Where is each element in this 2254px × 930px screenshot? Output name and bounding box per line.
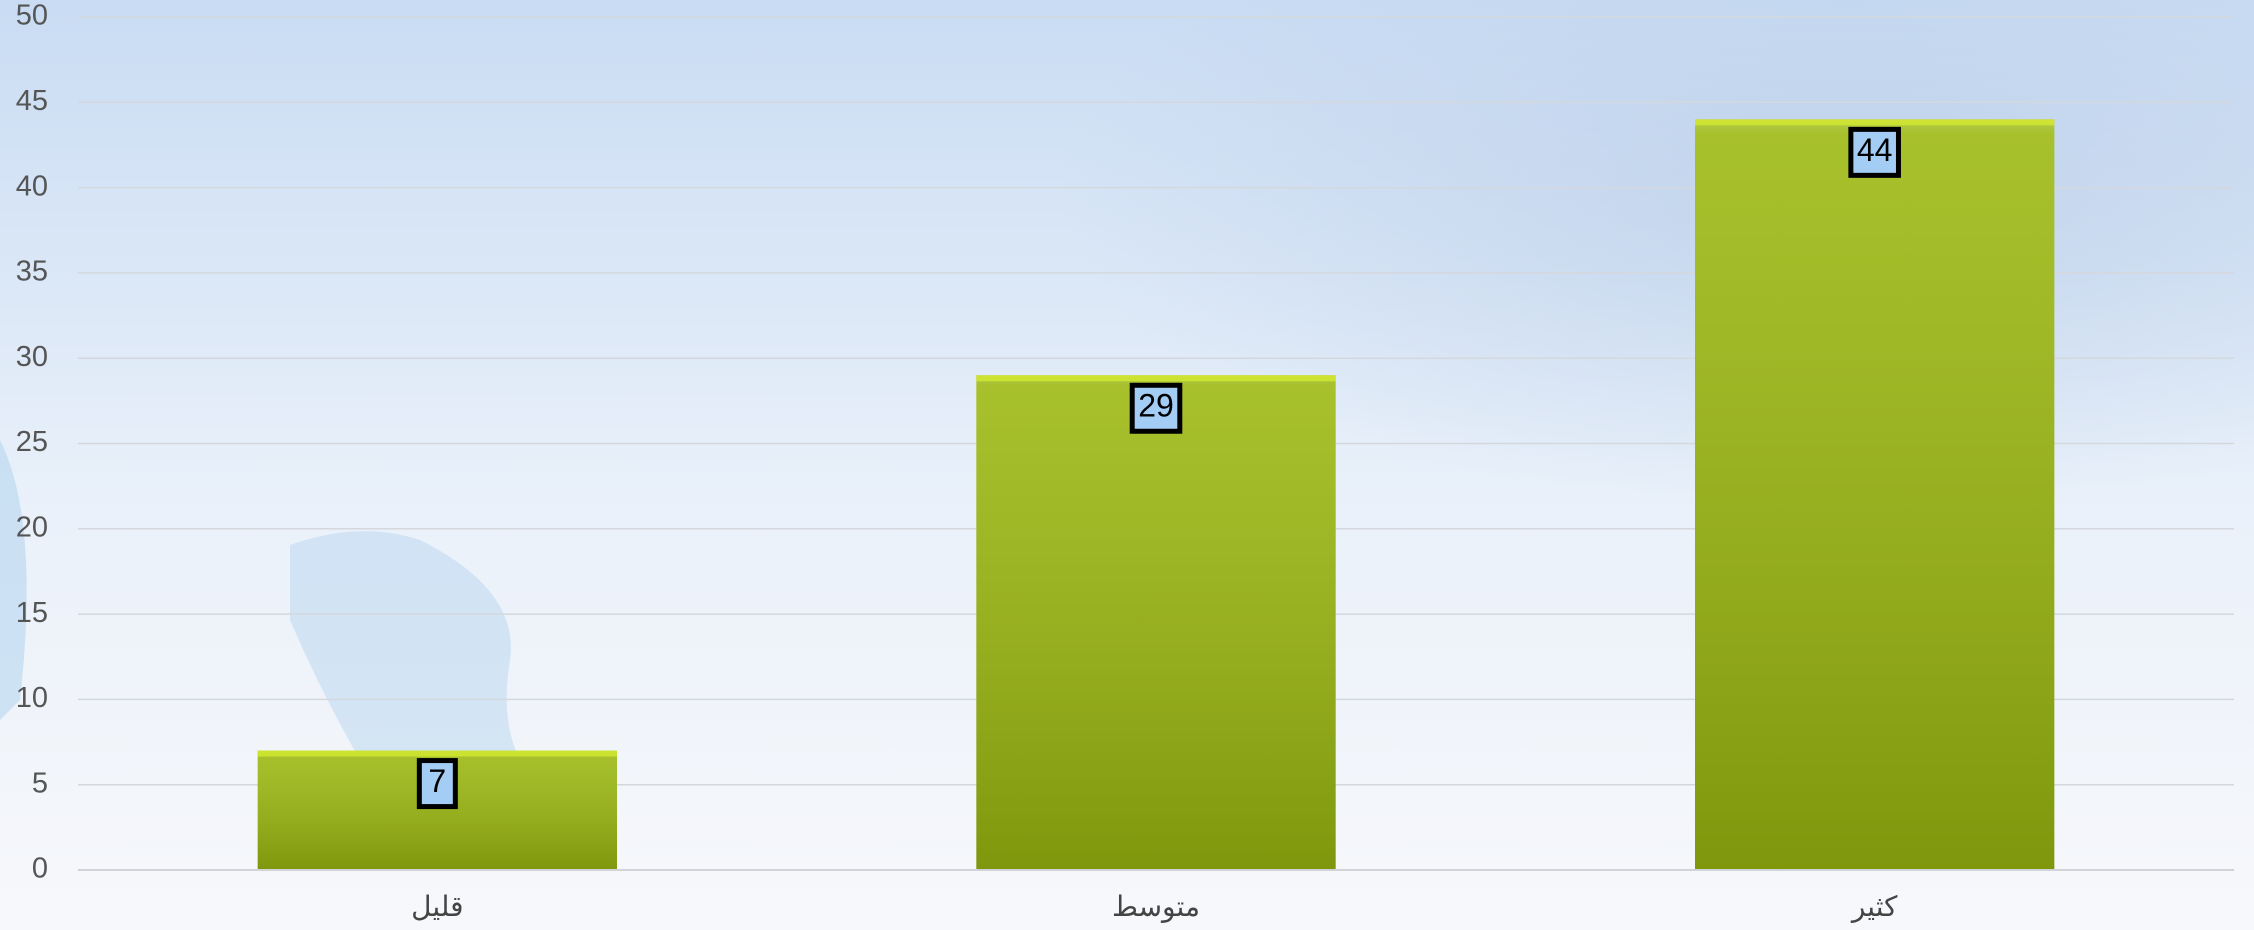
- value-label: 29: [1132, 385, 1180, 431]
- data-label: 29: [1138, 388, 1174, 424]
- y-tick-label: 45: [16, 85, 48, 117]
- y-tick-label: 35: [16, 256, 48, 288]
- value-label: 7: [419, 761, 455, 807]
- y-tick-label: 25: [16, 426, 48, 458]
- data-label: 7: [428, 763, 446, 799]
- x-tick-label: متوسط: [1112, 890, 1200, 923]
- bar-shading: [976, 375, 1335, 870]
- y-tick-label: 15: [16, 597, 48, 629]
- x-tick-label: كثير: [1850, 890, 1898, 923]
- y-tick-label: 10: [16, 682, 48, 714]
- data-label: 44: [1857, 132, 1893, 168]
- y-tick-label: 50: [16, 0, 48, 32]
- y-tick-label: 0: [32, 853, 48, 885]
- bar-shading: [1695, 119, 2054, 870]
- y-tick-label: 30: [16, 341, 48, 373]
- x-tick-label: قليل: [411, 890, 463, 923]
- y-tick-label: 20: [16, 511, 48, 543]
- page: {"chart_data": {"type": "bar", "categori…: [0, 0, 2254, 930]
- bar-highlight: [1695, 119, 2054, 125]
- y-tick-label: 5: [32, 767, 48, 799]
- y-tick-label: 40: [16, 170, 48, 202]
- chart: 0 5 10 15 20 25 30 35 40 45 50 قليل متوسط كثير 7 29 44: [0, 0, 2254, 930]
- bar-highlight: [976, 375, 1335, 381]
- value-label: 44: [1851, 129, 1899, 175]
- bar-highlight: [258, 751, 617, 757]
